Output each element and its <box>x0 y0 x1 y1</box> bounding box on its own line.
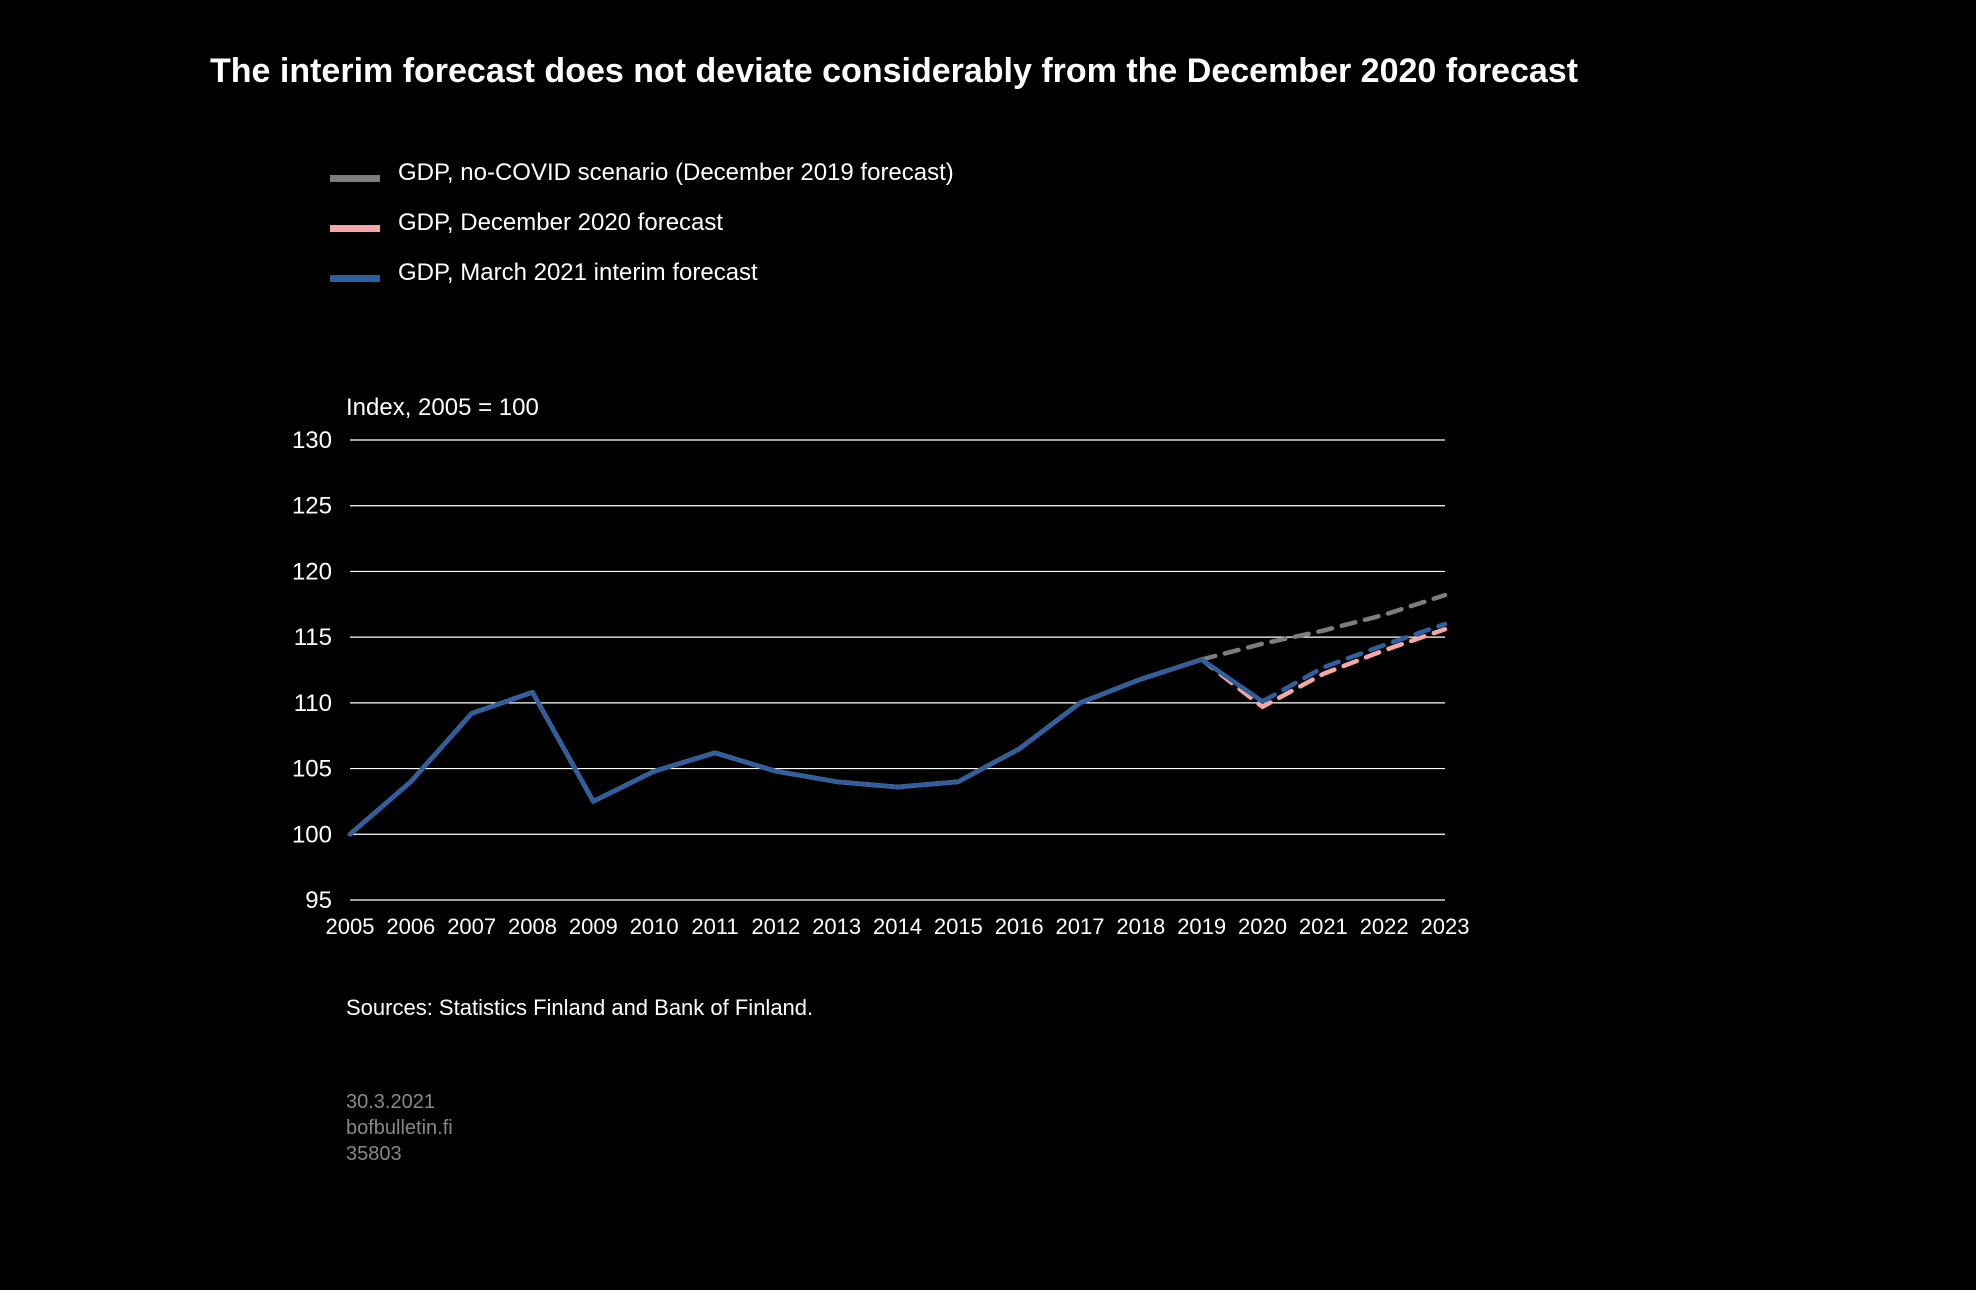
y-tick-label: 100 <box>292 821 332 848</box>
x-tick-label: 2006 <box>386 914 435 939</box>
series-march2021-solid <box>350 660 1263 835</box>
x-tick-label: 2022 <box>1360 914 1409 939</box>
legend-label: GDP, December 2020 forecast <box>398 209 723 236</box>
x-tick-label: 2012 <box>751 914 800 939</box>
footer-date: 30.3.2021 <box>346 1091 435 1113</box>
x-tick-label: 2014 <box>873 914 922 939</box>
y-tick-label: 105 <box>292 756 332 783</box>
legend-label: GDP, no-COVID scenario (December 2019 fo… <box>398 159 954 186</box>
x-tick-label: 2008 <box>508 914 557 939</box>
series-dec2020-solid <box>350 660 1202 835</box>
x-tick-label: 2010 <box>630 914 679 939</box>
legend-swatch <box>330 225 380 232</box>
x-tick-label: 2015 <box>934 914 983 939</box>
y-tick-label: 110 <box>294 690 332 717</box>
y-tick-label: 95 <box>305 887 332 914</box>
legend-swatch <box>330 275 380 282</box>
x-tick-label: 2021 <box>1299 914 1348 939</box>
y-axis-caption: Index, 2005 = 100 <box>346 394 539 421</box>
x-tick-label: 2017 <box>1056 914 1105 939</box>
source-text: Sources: Statistics Finland and Bank of … <box>346 995 813 1020</box>
chart-title: The interim forecast does not deviate co… <box>210 52 1578 90</box>
y-tick-label: 125 <box>292 493 332 520</box>
y-tick-label: 120 <box>292 558 332 585</box>
series-dec2020-dash <box>1202 629 1445 707</box>
x-tick-label: 2011 <box>691 914 738 939</box>
series-nocovid-solid <box>350 660 1202 835</box>
x-tick-label: 2019 <box>1177 914 1226 939</box>
footer-ref: 35803 <box>346 1143 402 1165</box>
x-tick-label: 2013 <box>812 914 861 939</box>
x-tick-label: 2020 <box>1238 914 1287 939</box>
legend-swatch <box>330 175 380 182</box>
x-tick-label: 2007 <box>447 914 496 939</box>
y-tick-label: 130 <box>292 427 332 454</box>
x-tick-label: 2016 <box>995 914 1044 939</box>
x-tick-label: 2005 <box>326 914 375 939</box>
x-tick-label: 2018 <box>1116 914 1165 939</box>
legend-label: GDP, March 2021 interim forecast <box>398 259 758 286</box>
y-tick-label: 115 <box>294 624 332 651</box>
x-tick-label: 2023 <box>1421 914 1470 939</box>
series-nocovid-dash <box>1202 595 1445 659</box>
x-tick-label: 2009 <box>569 914 618 939</box>
footer-site: bofbulletin.fi <box>346 1117 453 1139</box>
